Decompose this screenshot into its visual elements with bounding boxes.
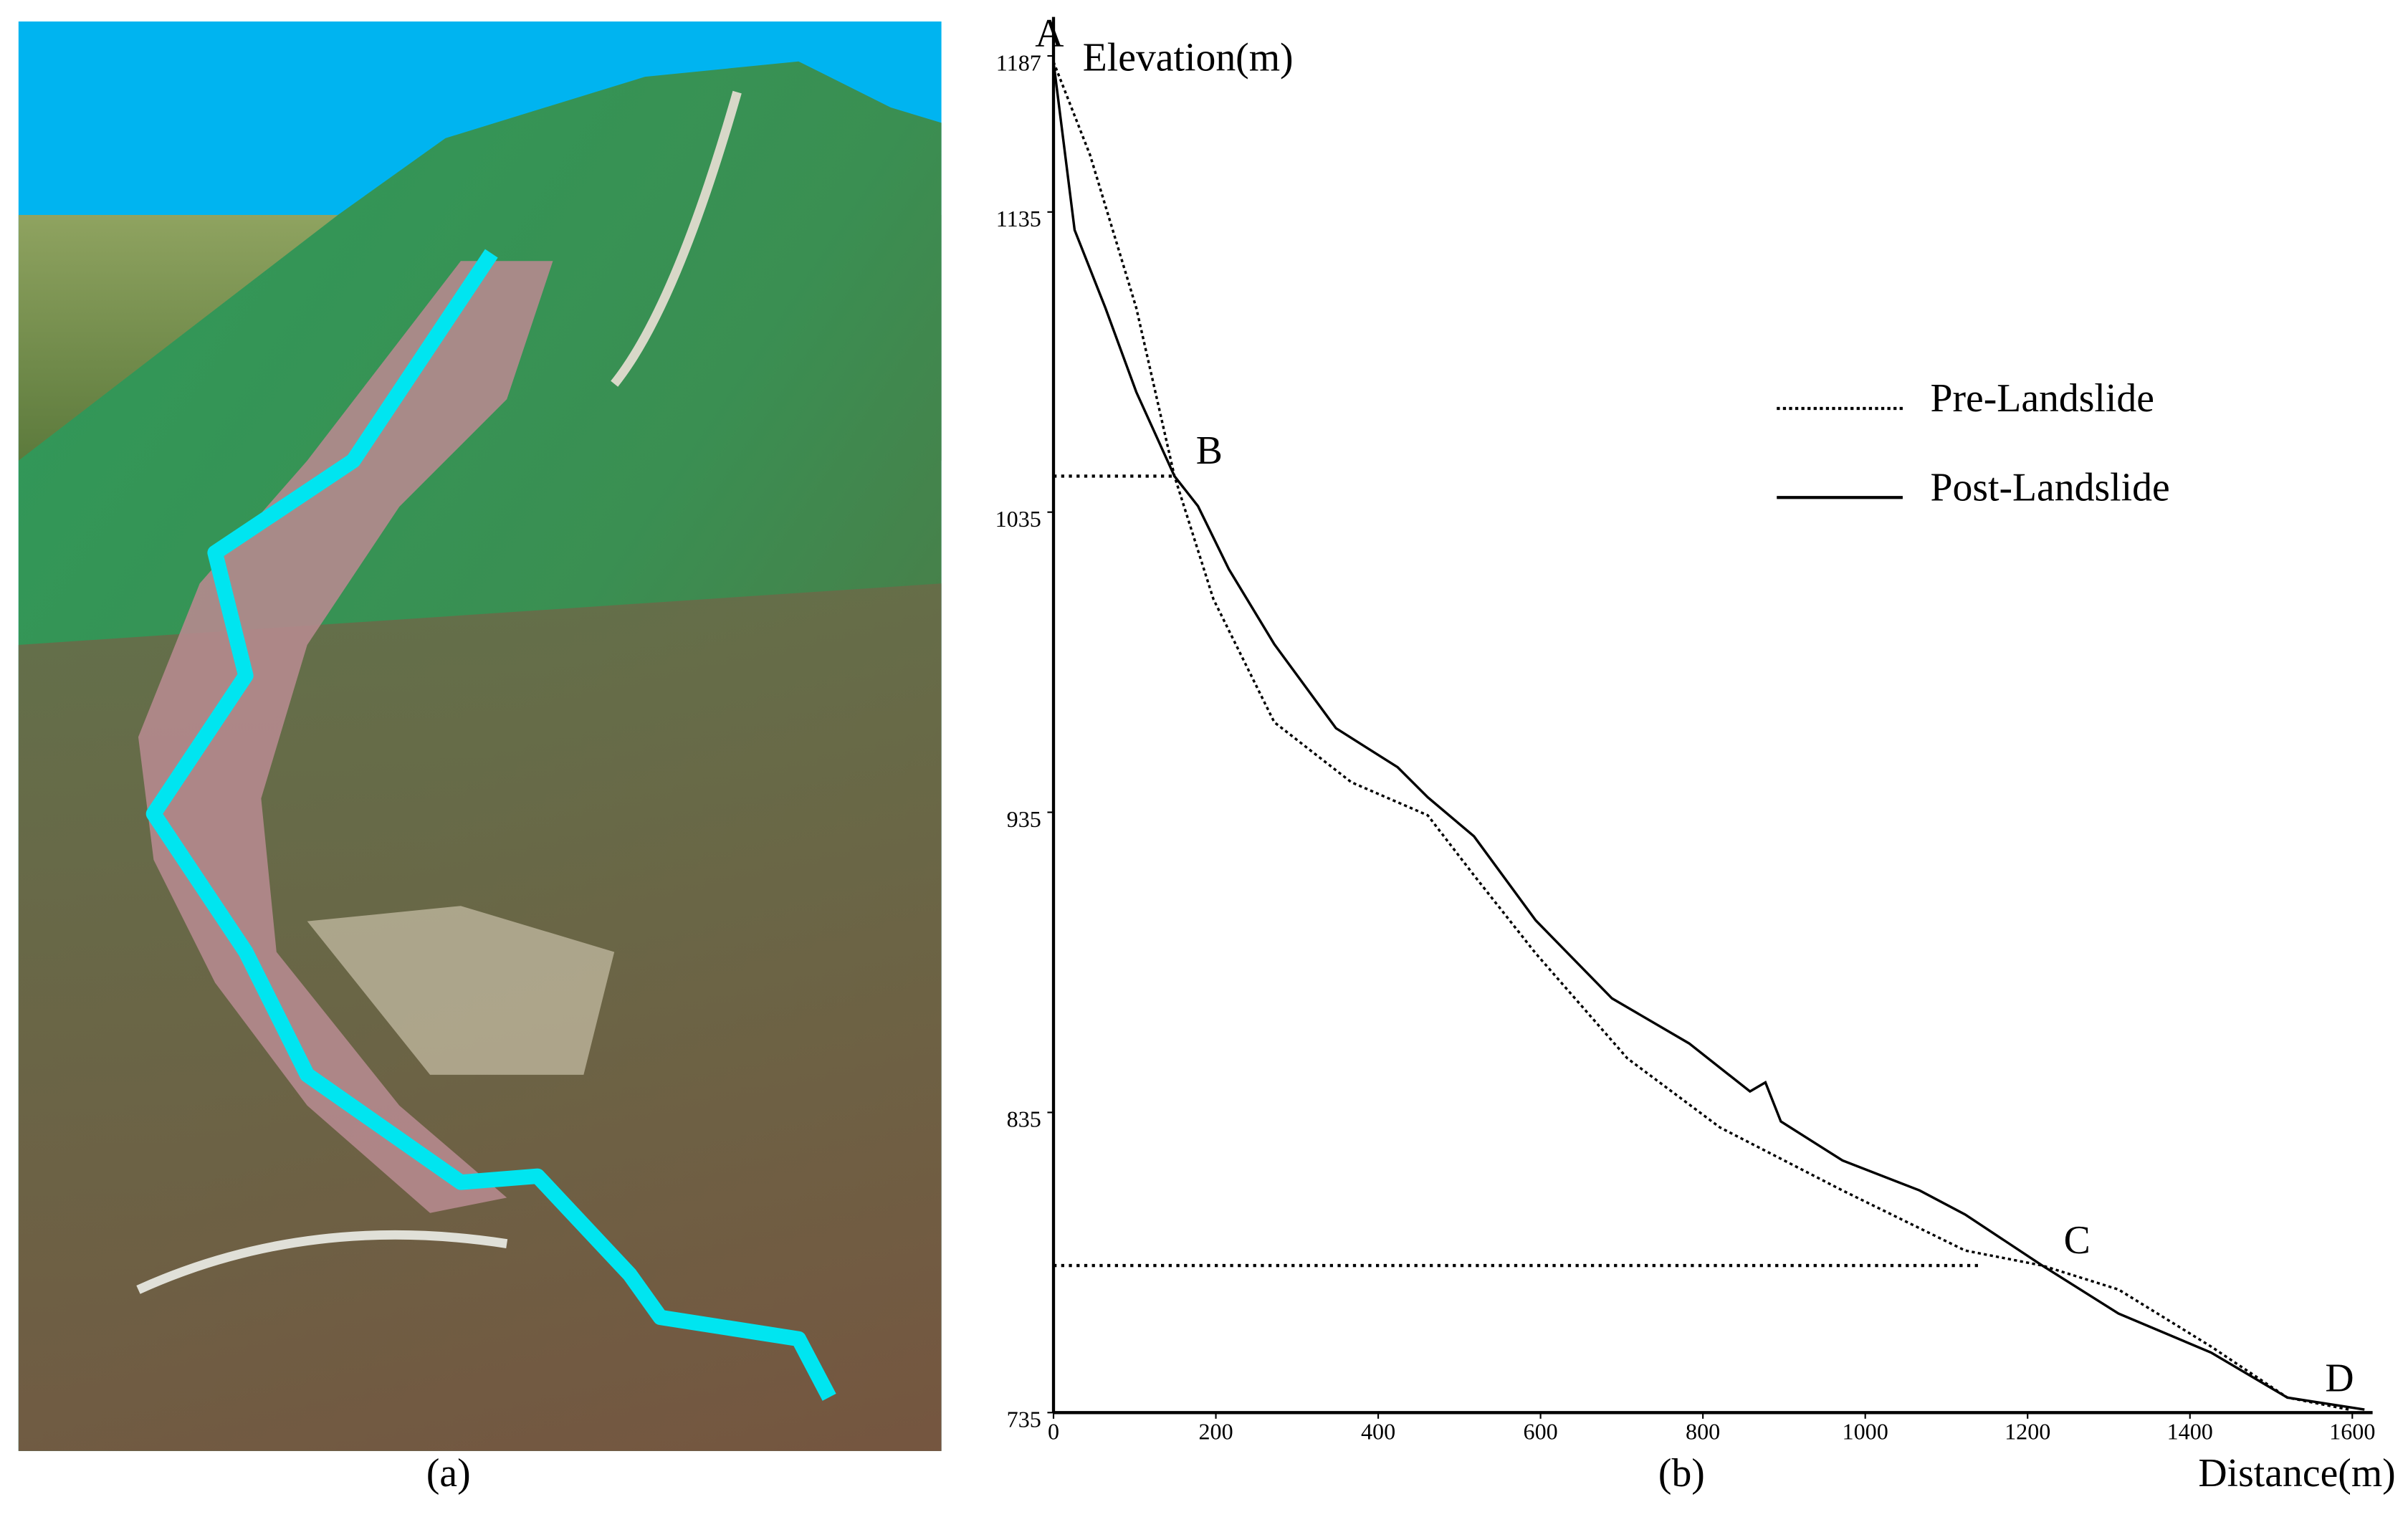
y-tick-label: 1135 [996,206,1041,231]
panel-label: (a) [426,1451,471,1496]
y-axis-label: Elevation(m) [1083,35,1294,80]
x-axis-label: Distance(m) [2198,1451,2395,1496]
data-line [1052,62,2365,1411]
x-tick-label: 1200 [2005,1419,2050,1445]
x-tick-label: 400 [1361,1419,1395,1445]
legend-label: Pre-Landslide [1931,376,2154,421]
point-label: A [1035,11,1064,56]
point-label: D [2325,1356,2354,1401]
y-tick-label: 935 [1007,806,1041,832]
photo [18,21,942,1451]
panel-label: (b) [1658,1451,1705,1496]
x-tick-label: 1400 [2167,1419,2213,1445]
y-tick-label: 1187 [996,49,1041,75]
x-tick-label: 1600 [2329,1419,2375,1445]
x-tick-label: 1000 [1843,1419,1888,1445]
x-tick-label: 600 [1524,1419,1558,1445]
legend-label: Post-Landslide [1931,465,2170,509]
y-tick-label: 1035 [995,506,1041,532]
x-tick-label: 200 [1198,1419,1233,1445]
point-label: C [2064,1218,2091,1263]
point-label: B [1196,429,1223,473]
y-tick-label: 835 [1007,1106,1041,1132]
x-tick-label: 0 [1048,1419,1059,1445]
x-tick-label: 800 [1686,1419,1720,1445]
y-tick-label: 735 [1007,1407,1041,1432]
data-line [1052,61,2350,1411]
